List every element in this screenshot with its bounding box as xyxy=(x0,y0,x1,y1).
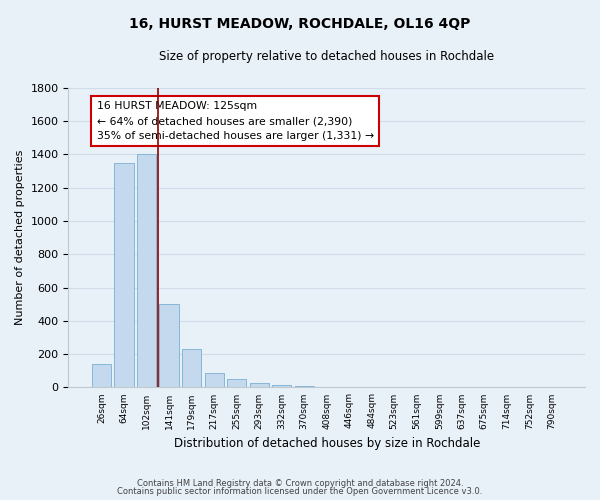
Bar xyxy=(92,364,111,388)
Bar xyxy=(205,374,224,388)
Bar xyxy=(160,304,179,388)
Bar xyxy=(137,154,156,388)
X-axis label: Distribution of detached houses by size in Rochdale: Distribution of detached houses by size … xyxy=(173,437,480,450)
Bar xyxy=(115,162,134,388)
Text: 16, HURST MEADOW, ROCHDALE, OL16 4QP: 16, HURST MEADOW, ROCHDALE, OL16 4QP xyxy=(130,18,470,32)
Text: Contains public sector information licensed under the Open Government Licence v3: Contains public sector information licen… xyxy=(118,487,482,496)
Bar xyxy=(182,349,201,388)
Bar xyxy=(272,385,291,388)
Bar xyxy=(227,379,246,388)
Text: 16 HURST MEADOW: 125sqm
← 64% of detached houses are smaller (2,390)
35% of semi: 16 HURST MEADOW: 125sqm ← 64% of detache… xyxy=(97,102,374,141)
Title: Size of property relative to detached houses in Rochdale: Size of property relative to detached ho… xyxy=(159,50,494,63)
Text: Contains HM Land Registry data © Crown copyright and database right 2024.: Contains HM Land Registry data © Crown c… xyxy=(137,478,463,488)
Y-axis label: Number of detached properties: Number of detached properties xyxy=(15,150,25,326)
Bar xyxy=(295,386,314,388)
Bar xyxy=(250,384,269,388)
